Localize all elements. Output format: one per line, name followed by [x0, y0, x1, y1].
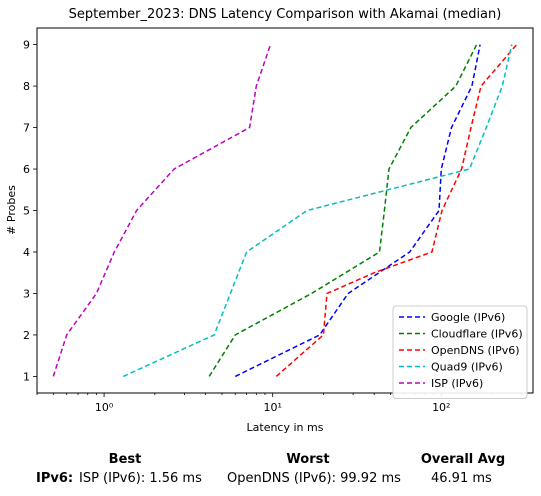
series-line-1: [208, 44, 478, 377]
legend: Google (IPv6) Cloudflare (IPv6) OpenDNS (I…: [392, 305, 528, 399]
worst-value: OpenDNS (IPv6): 99.92 ms: [227, 471, 401, 486]
legend-label: ISP (IPv6): [431, 377, 483, 390]
legend-label: OpenDNS (IPv6): [431, 344, 520, 357]
series-line-3: [122, 44, 513, 378]
legend-label: Cloudflare (IPv6): [431, 328, 523, 341]
x-tick-label: 10²: [432, 401, 450, 414]
series-line-0: [234, 44, 481, 378]
y-tick-label: 8: [23, 80, 30, 93]
y-tick-label: 6: [23, 163, 30, 176]
y-tick-label: 7: [23, 122, 30, 135]
y-axis-label: # Probes: [5, 185, 18, 235]
series-line-2: [275, 44, 518, 377]
chart-title: September_2023: DNS Latency Comparison w…: [69, 7, 502, 22]
series-line-4: [52, 44, 272, 377]
row-label: IPv6:: [36, 471, 74, 486]
overall-avg-value: 46.91 ms: [431, 471, 492, 486]
x-tick-label: 10⁰: [95, 401, 114, 414]
y-tick-label: 4: [23, 246, 30, 259]
y-tick-label: 1: [23, 370, 30, 383]
plot-lines: [52, 44, 518, 378]
x-axis: 10⁰ 10¹ 10²: [36, 393, 523, 414]
latency-chart: September_2023: DNS Latency Comparison w…: [5, 7, 534, 434]
best-header: Best: [108, 452, 142, 467]
best-value: ISP (IPv6): 1.56 ms: [79, 471, 202, 486]
legend-box: [392, 305, 528, 399]
x-axis-label: Latency in ms: [247, 421, 324, 434]
y-tick-label: 2: [23, 329, 30, 342]
worst-header: Worst: [286, 452, 330, 467]
y-tick-label: 3: [23, 287, 30, 300]
y-tick-label: 5: [23, 205, 30, 218]
x-tick-label: 10¹: [263, 401, 281, 414]
overall-avg-header: Overall Avg: [420, 452, 506, 467]
y-tick-label: 9: [23, 39, 30, 52]
legend-label: Google (IPv6): [431, 311, 505, 324]
y-axis: 1 2 3 4 5 6 7 8 9: [23, 39, 37, 383]
legend-label: Quad9 (IPv6): [431, 361, 503, 374]
